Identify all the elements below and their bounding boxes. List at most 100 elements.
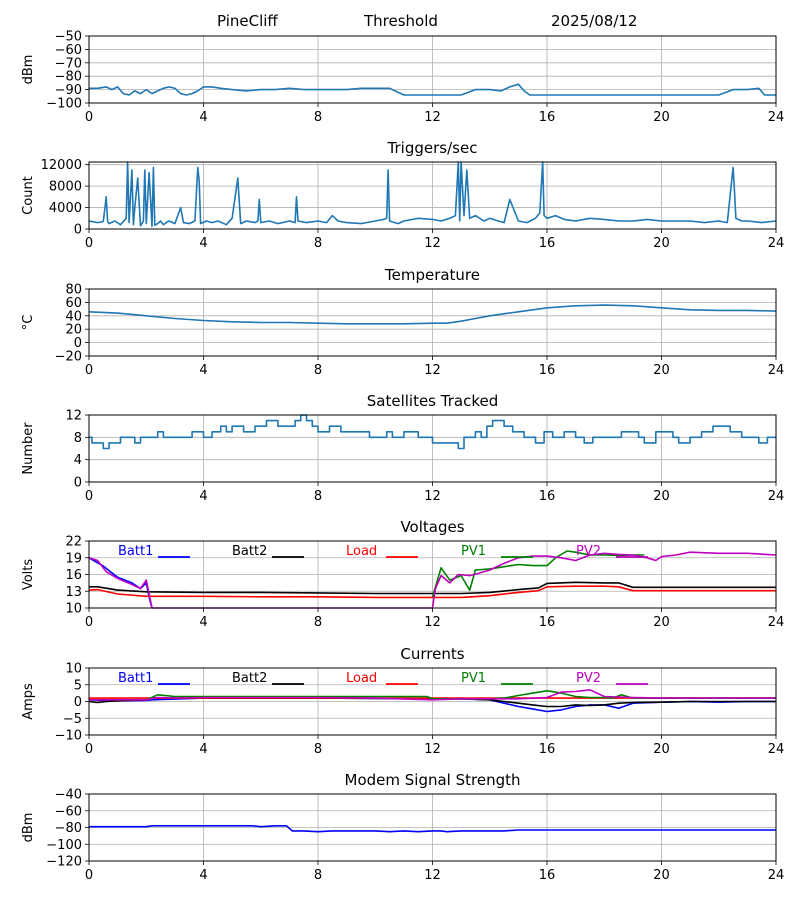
voltages-legend-label-batt2: Batt2 <box>232 544 267 559</box>
satellites-xtick-label-3: 12 <box>424 489 441 504</box>
triggers-ytick-label-0: 0 <box>74 223 82 238</box>
voltages-xtick-label-5: 20 <box>653 615 670 630</box>
satellites-line-series-0 <box>89 414 776 450</box>
temperature-xtick-label-2: 8 <box>314 363 322 378</box>
voltages-xtick-label-0: 0 <box>85 615 93 630</box>
currents-ytick-label-4: 10 <box>65 662 82 677</box>
modem-ylabel: dBm <box>21 813 36 843</box>
satellites-xtick-label-4: 16 <box>539 489 556 504</box>
satellites-xtick-label-0: 0 <box>85 489 93 504</box>
trigger-mode: Threshold <box>364 12 438 30</box>
modem-series-group <box>89 824 776 833</box>
voltages-ytick-label-2: 16 <box>65 568 82 583</box>
currents-xtick-label-1: 4 <box>199 742 207 757</box>
voltages-legend-label-pv1: PV1 <box>461 544 486 559</box>
temperature-xtick-label-6: 24 <box>768 363 785 378</box>
modem-title: Modem Signal Strength <box>345 771 521 789</box>
triggers-xtick-label-3: 12 <box>424 236 441 251</box>
voltages-series-group <box>89 550 776 609</box>
triggers-xtick-label-4: 16 <box>539 236 556 251</box>
signal-ytick-label-3: −70 <box>55 56 82 71</box>
voltages-line-load <box>89 585 776 599</box>
voltages-legend: Batt1 Batt2 Load PV1 PV2 <box>118 544 648 559</box>
currents-xtick-label-2: 8 <box>314 742 322 757</box>
currents-legend-label-load: Load <box>346 671 377 686</box>
currents-legend: Batt1 Batt2 Load PV1 PV2 <box>118 671 648 686</box>
modem-xtick-label-4: 16 <box>539 868 556 883</box>
triggers-series-group <box>89 161 776 228</box>
voltages-legend-label-batt1: Batt1 <box>118 544 153 559</box>
temperature-ytick-label-1: 0 <box>74 336 82 351</box>
currents-xtick-label-3: 12 <box>424 742 441 757</box>
report-date: 2025/08/12 <box>551 12 638 30</box>
chart-satellites: 0 4 8 12 16 20 24 0 4 8 12 Number Satellites Tracked <box>21 392 784 504</box>
signal-xtick-label-1: 4 <box>199 110 207 125</box>
voltages-ytick-label-1: 13 <box>65 585 82 600</box>
satellites-ylabel: Number <box>21 422 36 475</box>
temperature-ytick-label-2: 20 <box>65 323 82 338</box>
voltages-ytick-label-4: 22 <box>65 535 82 550</box>
voltages-line-batt1 <box>89 557 153 609</box>
satellites-ytick-label-0: 0 <box>74 476 82 491</box>
triggers-xtick-label-6: 24 <box>768 236 785 251</box>
voltages-xtick-label-6: 24 <box>768 615 785 630</box>
signal-ytick-label-1: −90 <box>55 83 82 98</box>
triggers-xtick-label-5: 20 <box>653 236 670 251</box>
temperature-xtick-label-4: 16 <box>539 363 556 378</box>
currents-ytick-label-2: 0 <box>74 695 82 710</box>
currents-legend-label-pv1: PV1 <box>461 671 486 686</box>
temperature-ytick-label-5: 80 <box>65 283 82 298</box>
currents-series-group <box>89 688 776 713</box>
temperature-ytick-label-3: 40 <box>65 309 82 324</box>
voltages-xtick-label-2: 8 <box>314 615 322 630</box>
modem-xtick-label-3: 12 <box>424 868 441 883</box>
signal-line-series-0 <box>89 83 776 96</box>
station-name: PineCliff <box>217 12 278 30</box>
temperature-xtick-label-3: 12 <box>424 363 441 378</box>
currents-legend-label-pv2: PV2 <box>576 671 601 686</box>
chart-triggers: 0 4 8 12 16 20 24 0 4000 8000 12000 Count Triggers/s… <box>21 139 784 251</box>
signal-ytick-label-4: −60 <box>55 43 82 58</box>
satellites-title: Satellites Tracked <box>367 392 498 410</box>
modem-xtick-label-1: 4 <box>199 868 207 883</box>
chart-modem: 0 4 8 12 16 20 24 −120 −100 −80 −60−40 dBm Modem Sig… <box>21 771 784 883</box>
triggers-ytick-label-3: 12000 <box>41 158 82 173</box>
triggers-ytick-label-1: 4000 <box>49 201 82 216</box>
voltages-ytick-label-3: 19 <box>65 551 82 566</box>
modem-ytick-label-2: −80 <box>55 821 82 836</box>
signal-ytick-label-0: −100 <box>46 97 82 112</box>
signal-xtick-label-5: 20 <box>653 110 670 125</box>
chart-signal: 0 4 8 12 16 20 24 −100−90−80−70−60−50 dBm <box>21 30 784 126</box>
currents-title: Currents <box>400 645 464 663</box>
currents-xtick-label-4: 16 <box>539 742 556 757</box>
temperature-ytick-label-4: 60 <box>65 296 82 311</box>
currents-ylabel: Amps <box>21 683 36 720</box>
triggers-ytick-label-2: 8000 <box>49 180 82 195</box>
currents-xtick-label-5: 20 <box>653 742 670 757</box>
satellites-xtick-label-6: 24 <box>768 489 785 504</box>
signal-series-group <box>89 83 776 96</box>
temperature-line-series-0 <box>89 304 776 325</box>
voltages-line-pv2 <box>89 551 776 609</box>
voltages-xtick-label-4: 16 <box>539 615 556 630</box>
satellites-xtick-label-1: 4 <box>199 489 207 504</box>
modem-xtick-label-2: 8 <box>314 868 322 883</box>
temperature-series-group <box>89 304 776 325</box>
voltages-xtick-label-1: 4 <box>199 615 207 630</box>
modem-xtick-label-0: 0 <box>85 868 93 883</box>
currents-xtick-label-6: 24 <box>768 742 785 757</box>
modem-xtick-label-6: 24 <box>768 868 785 883</box>
modem-ytick-label-1: −100 <box>46 838 82 853</box>
satellites-ytick-label-3: 12 <box>65 409 82 424</box>
satellites-series-group <box>89 414 776 450</box>
currents-ytick-label-1: −5 <box>63 712 82 727</box>
currents-ytick-label-3: 5 <box>74 678 82 693</box>
modem-ytick-label-0: −120 <box>46 855 82 870</box>
triggers-title: Triggers/sec <box>387 139 478 157</box>
voltages-ylabel: Volts <box>21 559 36 591</box>
satellites-xtick-label-2: 8 <box>314 489 322 504</box>
triggers-line-series-0 <box>89 161 776 228</box>
